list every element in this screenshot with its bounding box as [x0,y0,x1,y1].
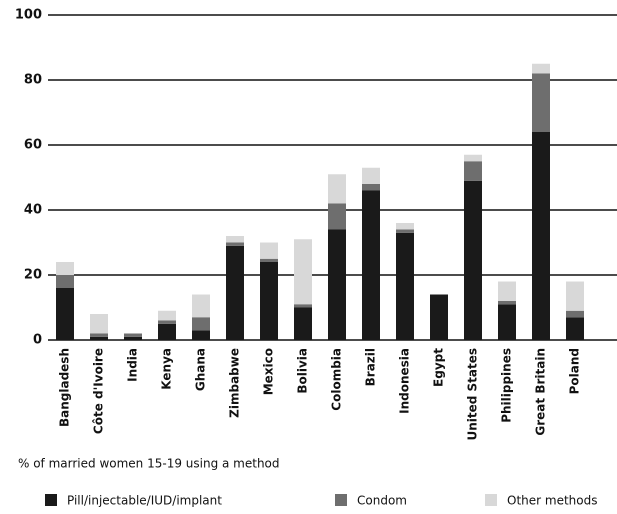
x-tick-label: Kenya [160,348,174,390]
x-tick-label: Zimbabwe [228,348,242,418]
bar-segment [396,229,414,233]
bar-segment [464,180,482,340]
bar-segment [158,323,176,340]
x-tick-label: United States [466,348,480,441]
x-tick-label: Philippines [500,348,514,423]
y-tick-label: 100 [15,8,42,23]
bar-segment [192,330,210,340]
bar-segment [430,294,448,340]
bar-segment [532,63,550,74]
x-axis-label: % of married women 15-19 using a method [18,457,280,471]
x-tick-label: Egypt [432,348,446,387]
legend-swatch [485,494,497,506]
bar-segment [192,317,210,331]
bar-segment [90,333,108,337]
bar-segment [396,232,414,340]
bar-segment [260,242,278,259]
bar-segment [498,304,516,340]
bar-segment [566,281,584,311]
y-tick-label: 80 [24,73,42,88]
legend-swatch [45,494,57,506]
bar-segment [226,242,244,246]
bar-segment [566,317,584,340]
legend-swatch [335,494,347,506]
bar-segment [158,320,176,324]
x-tick-label: Poland [568,348,582,394]
legend-label: Pill/injectable/IUD/implant [67,494,222,508]
bar-segment [158,310,176,321]
bar-segment [532,132,550,340]
bar-segment [294,304,312,308]
bar-segment [566,310,584,318]
x-tick-label: Côte d'Ivoire [92,348,106,434]
bar-segment [226,245,244,340]
bar-segment [226,236,244,243]
bar-segment [260,262,278,340]
bar-segment [56,288,74,340]
y-tick-label: 0 [33,333,42,348]
bar-segment [328,229,346,340]
bar-segment [56,275,74,288]
y-tick-label: 20 [24,268,42,283]
bar-segment [362,167,380,184]
bar-segment [294,307,312,340]
bar-segment [362,184,380,191]
bar-segment [328,203,346,230]
bar-segment [294,239,312,305]
y-tick-label: 60 [24,138,42,153]
x-tick-label: Great Britain [534,348,548,436]
bar-segment [464,154,482,162]
bar-segment [464,161,482,181]
bar-segment [192,294,210,318]
bar-segment [124,333,142,337]
x-tick-label: Brazil [364,348,378,386]
bar-segment [532,73,550,132]
bar-segment [56,262,74,275]
x-tick-label: India [126,348,140,382]
bar-segment [328,174,346,204]
x-tick-label: Mexico [262,348,276,395]
x-tick-label: Ghana [194,348,208,391]
bar-segment [90,336,108,340]
bar-segment [396,223,414,230]
bar-segment [498,301,516,305]
x-tick-label: Colombia [330,348,344,411]
x-tick-label: Bolivia [296,348,310,394]
x-tick-label: Bangladesh [58,348,72,427]
y-tick-label: 40 [24,203,42,218]
legend-label: Other methods [507,494,597,508]
bar-segment [498,281,516,301]
legend-label: Condom [357,494,407,508]
bar-segment [124,336,142,340]
bar-segment [362,190,380,340]
bar-segment [260,258,278,262]
x-tick-label: Indonesia [398,348,412,414]
bar-segment [90,314,108,334]
